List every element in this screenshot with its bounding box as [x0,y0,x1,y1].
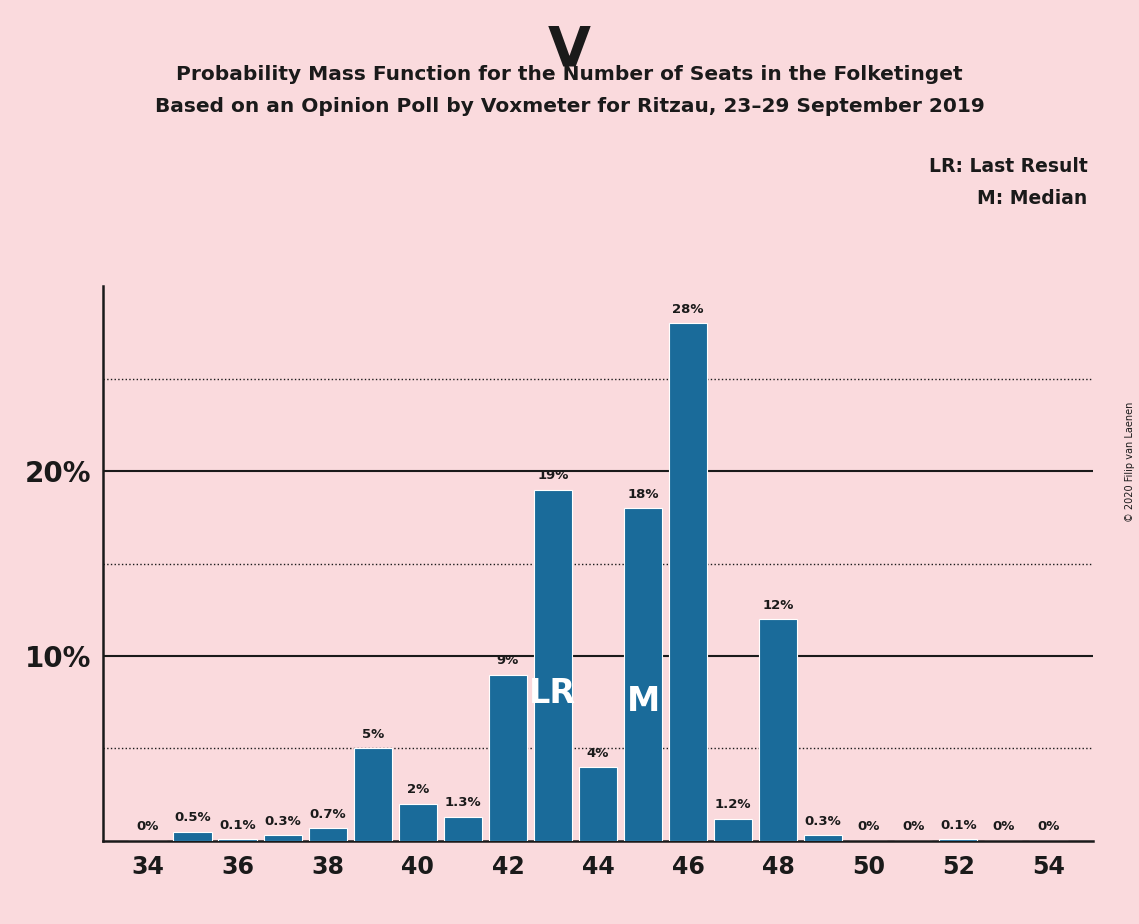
Bar [353,748,392,841]
Bar [444,817,482,841]
Bar [669,323,707,841]
Text: 0%: 0% [137,821,158,833]
Text: 5%: 5% [362,728,384,741]
Text: 0%: 0% [992,821,1015,833]
Bar [534,490,572,841]
Bar [714,819,752,841]
Bar [804,835,843,841]
Bar [759,619,797,841]
Text: LR: LR [530,677,576,710]
Text: V: V [548,23,591,77]
Text: 4%: 4% [587,747,609,760]
Text: 0.1%: 0.1% [940,819,976,832]
Text: 0%: 0% [902,821,925,833]
Bar [219,839,256,841]
Text: Probability Mass Function for the Number of Seats in the Folketinget: Probability Mass Function for the Number… [177,65,962,84]
Text: 12%: 12% [762,599,794,612]
Text: 0.3%: 0.3% [264,815,301,828]
Text: 0.5%: 0.5% [174,811,211,824]
Text: 9%: 9% [497,654,519,667]
Text: 0%: 0% [1038,821,1059,833]
Text: 0%: 0% [857,821,879,833]
Text: M: Median: M: Median [977,189,1088,209]
Bar [579,767,617,841]
Text: 2%: 2% [407,784,429,796]
Text: 1.2%: 1.2% [715,798,752,811]
Text: M: M [626,685,659,718]
Bar [489,675,527,841]
Bar [309,828,347,841]
Text: LR: Last Result: LR: Last Result [929,157,1088,176]
Bar [399,804,437,841]
Text: 0.7%: 0.7% [310,808,346,821]
Bar [624,508,662,841]
Text: Based on an Opinion Poll by Voxmeter for Ritzau, 23–29 September 2019: Based on an Opinion Poll by Voxmeter for… [155,97,984,116]
Text: 0.3%: 0.3% [805,815,842,828]
Text: 19%: 19% [538,469,568,482]
Bar [173,832,212,841]
Text: 18%: 18% [628,488,658,501]
Text: 28%: 28% [672,303,704,316]
Text: 1.3%: 1.3% [444,796,481,809]
Bar [263,835,302,841]
Text: 0.1%: 0.1% [220,819,256,832]
Text: © 2020 Filip van Laenen: © 2020 Filip van Laenen [1125,402,1134,522]
Bar [940,839,977,841]
